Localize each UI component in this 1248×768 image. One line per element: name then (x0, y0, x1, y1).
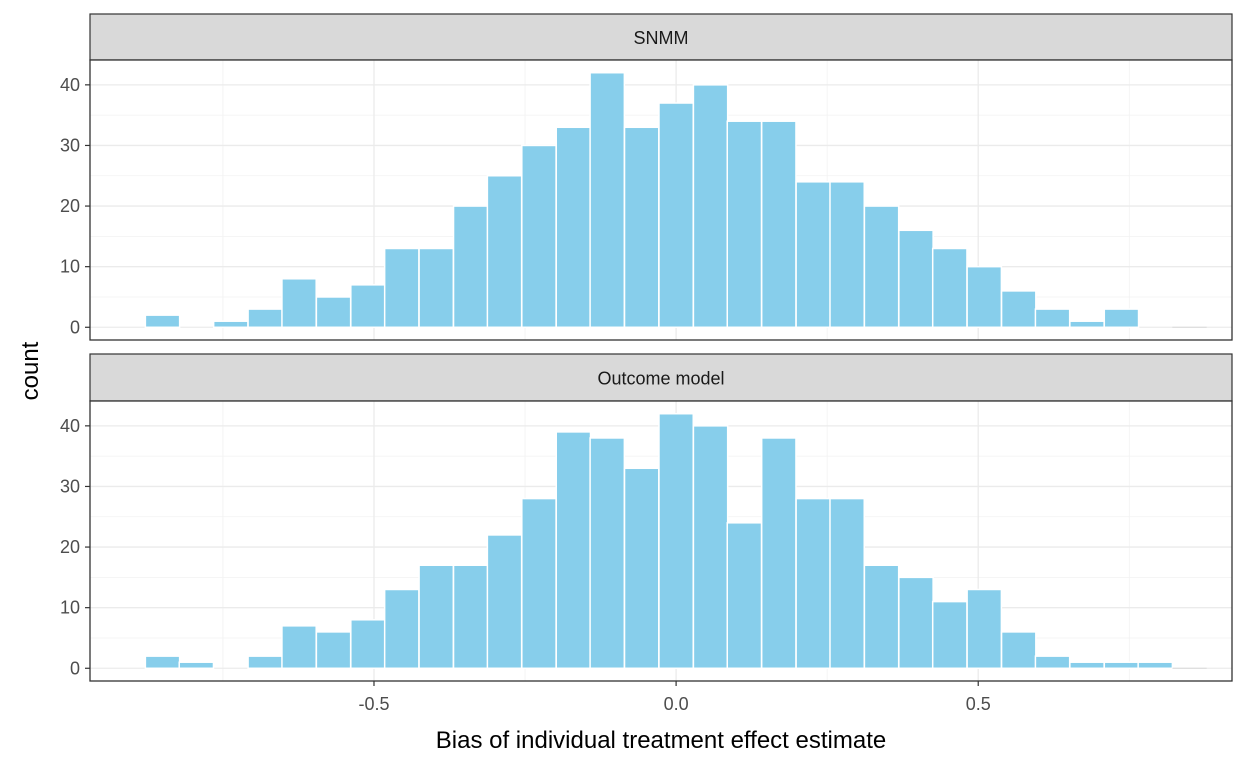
histogram-bar (486, 175, 523, 329)
histogram-bar (212, 320, 249, 329)
x-tick-label: 0.0 (664, 694, 689, 714)
y-tick-label: 0 (70, 317, 80, 337)
y-tick-label: 30 (60, 476, 80, 496)
histogram-bar (692, 425, 729, 670)
histogram-bar (726, 522, 763, 670)
histogram-bar (966, 588, 1003, 670)
histogram-bar (829, 181, 865, 329)
histogram-bar (1069, 320, 1105, 329)
histogram-bar (281, 625, 317, 670)
histogram-bar (486, 534, 523, 670)
histogram-bar (658, 412, 694, 670)
histogram-bar (144, 655, 181, 670)
y-tick-label: 40 (60, 416, 80, 436)
y-tick-label: 20 (60, 537, 80, 557)
histogram-bar (623, 467, 660, 670)
histogram-bar (452, 564, 489, 670)
panel-1: Outcome model 0 10 20 30 40 (60, 353, 1233, 682)
facet-label: Outcome model (597, 369, 724, 389)
histogram-bar (1000, 290, 1037, 329)
histogram-bar (863, 205, 900, 329)
y-tick-label: 10 (60, 598, 80, 618)
histogram-bar (1000, 631, 1037, 670)
histogram-bar (178, 661, 215, 670)
histogram-bar (1103, 661, 1140, 670)
y-tick-label: 30 (60, 135, 80, 155)
panels: SNMM 0 10 20 30 40 Outcome model 0 10 20 30 40 (60, 13, 1233, 682)
histogram-bar (555, 126, 592, 329)
histogram-bar (350, 619, 386, 670)
histogram-bar (1103, 308, 1140, 329)
x-tick-label: 0.5 (966, 694, 991, 714)
histogram-bar (1034, 308, 1071, 329)
histogram-bar (315, 296, 352, 329)
y-axis-title: count (17, 341, 44, 400)
y-axis: 0 10 20 30 40 (60, 416, 90, 678)
histogram-bar (1034, 655, 1071, 670)
histogram-bar (589, 437, 626, 670)
histogram-bar (383, 588, 420, 670)
histogram-bar (452, 205, 489, 329)
histogram-bar (247, 308, 284, 329)
histogram-bar (144, 314, 181, 329)
histogram-bar (418, 564, 455, 670)
histogram-bar (760, 437, 797, 670)
histogram-bar (829, 497, 865, 670)
histogram-bar (247, 655, 284, 670)
histogram-bar (1137, 661, 1174, 670)
histogram-bar (863, 564, 900, 670)
histogram-bar (931, 247, 968, 329)
x-axis: -0.5 0.0 0.5 (358, 681, 991, 714)
histogram-bar (898, 229, 934, 329)
histogram-bar (383, 247, 420, 329)
bars (144, 412, 1207, 670)
histogram-bar (555, 431, 592, 670)
y-tick-label: 10 (60, 257, 80, 277)
y-tick-label: 20 (60, 196, 80, 216)
x-axis-title: Bias of individual treatment effect esti… (436, 727, 886, 754)
y-tick-label: 40 (60, 75, 80, 95)
histogram-bar (658, 102, 694, 329)
histogram-bar (623, 126, 660, 329)
x-tick-label: -0.5 (358, 694, 389, 714)
panel-border (89, 400, 1233, 682)
histogram-bar (521, 497, 557, 670)
facet-strip (89, 13, 1233, 61)
histogram-bar (726, 120, 763, 329)
y-tick-label: 0 (70, 658, 80, 678)
panel-0: SNMM 0 10 20 30 40 (60, 13, 1233, 341)
histogram-bar (692, 84, 729, 329)
histogram-bar (898, 576, 934, 670)
histogram-bar (1069, 661, 1105, 670)
histogram-bar (418, 247, 455, 329)
panel-border (89, 59, 1233, 341)
histogram-bar (966, 265, 1003, 329)
histogram-bar (931, 600, 968, 670)
histogram-bar (795, 181, 832, 329)
y-axis: 0 10 20 30 40 (60, 75, 90, 337)
histogram-bar (350, 284, 386, 329)
histogram-bar (521, 144, 557, 329)
bars (144, 71, 1207, 329)
histogram-bar (760, 120, 797, 329)
histogram-bar (795, 497, 832, 670)
histogram-bar (315, 631, 352, 670)
facet-label: SNMM (634, 28, 689, 48)
histogram-bar (281, 278, 317, 329)
facet-strip (89, 353, 1233, 402)
histogram-bar (589, 71, 626, 329)
